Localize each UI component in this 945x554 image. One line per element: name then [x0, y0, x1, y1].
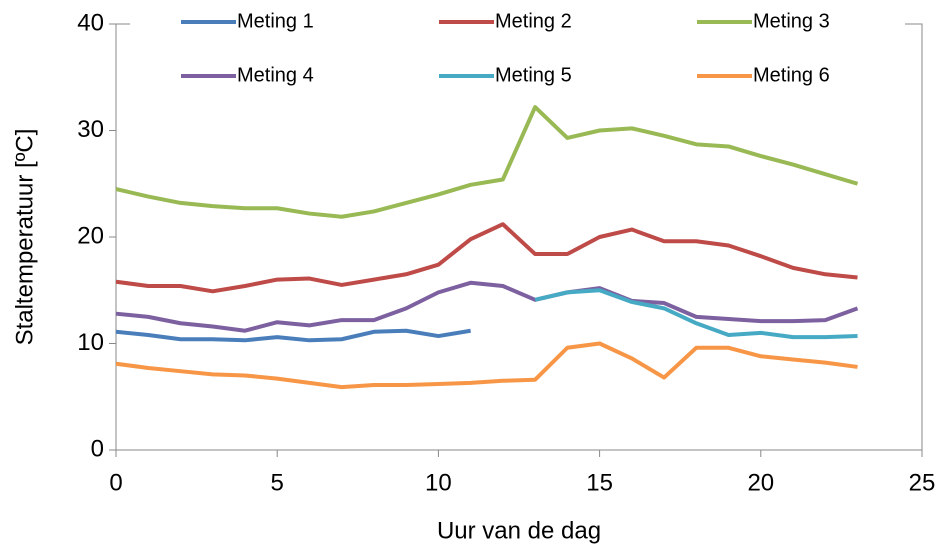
legend-label: Meting 1 — [237, 10, 314, 32]
series-line — [115, 222, 858, 294]
x-tick-label: 20 — [747, 469, 774, 496]
series-line — [534, 288, 858, 340]
x-tick-label: 0 — [109, 469, 122, 496]
y-tick-label: 10 — [77, 329, 104, 356]
x-tick-label: 25 — [909, 469, 936, 496]
y-tick-label: 40 — [77, 9, 104, 36]
series-line — [115, 341, 858, 390]
y-tick-label: 0 — [91, 435, 104, 462]
legend-label: Meting 3 — [753, 10, 830, 32]
x-tick-label: 10 — [425, 469, 452, 496]
legend-label: Meting 6 — [753, 64, 830, 86]
legend-label: Meting 2 — [495, 10, 572, 32]
legend-bg — [130, 6, 905, 98]
series-line — [115, 328, 471, 343]
y-axis-label: Staltemperatuur [ºC] — [11, 129, 38, 346]
legend-label: Meting 5 — [495, 64, 572, 86]
series-line — [115, 105, 859, 219]
y-tick-label: 30 — [77, 116, 104, 143]
y-tick-label: 20 — [77, 222, 104, 249]
x-axis-label: Uur van de dag — [437, 517, 601, 544]
legend-label: Meting 4 — [237, 64, 314, 86]
x-tick-label: 5 — [271, 469, 284, 496]
series-line — [115, 280, 859, 333]
x-tick-label: 15 — [586, 469, 613, 496]
